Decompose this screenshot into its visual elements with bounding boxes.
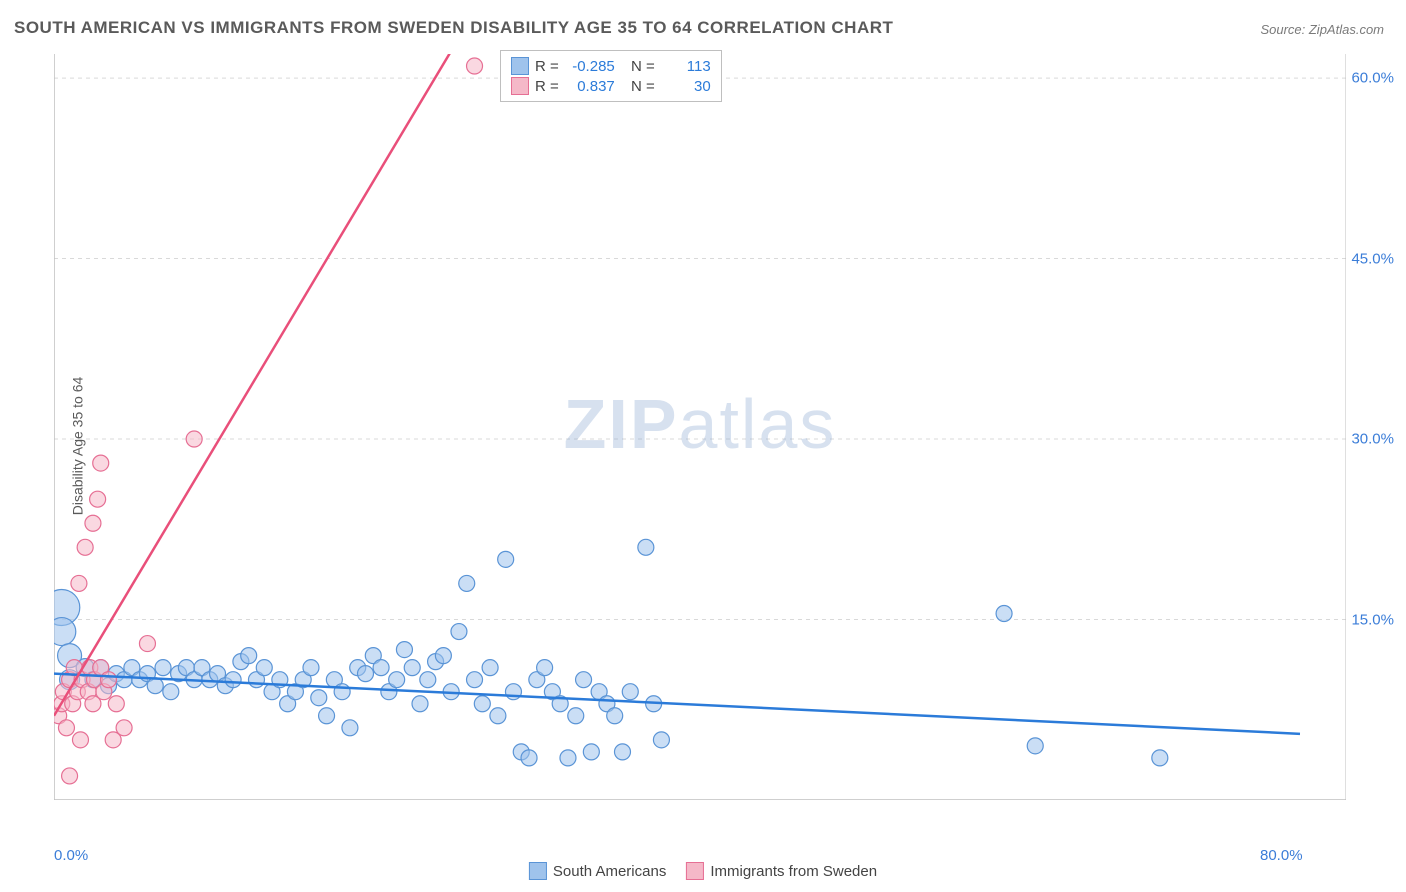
stats-n-value-1: 113 [661,58,711,75]
chart-container: SOUTH AMERICAN VS IMMIGRANTS FROM SWEDEN… [0,0,1406,892]
x-tick-label: 80.0% [1260,847,1303,864]
y-tick-label: 30.0% [1351,431,1394,448]
legend-label-series2: Immigrants from Sweden [710,863,877,880]
stats-n-label-2: N = [631,78,655,95]
stats-r-value-1: -0.285 [565,58,615,75]
stats-r-label-2: R = [535,78,559,95]
chart-title: SOUTH AMERICAN VS IMMIGRANTS FROM SWEDEN… [14,18,893,38]
stats-n-value-2: 30 [661,78,711,95]
stats-swatch-series2 [511,77,529,95]
stats-r-value-2: 0.837 [565,78,615,95]
stats-row-series2: R = 0.837 N = 30 [511,77,711,95]
plot-area: ZIPatlas [50,50,1350,830]
legend-item-series2: Immigrants from Sweden [686,862,877,880]
x-tick-label: 0.0% [54,847,88,864]
legend: South Americans Immigrants from Sweden [529,862,877,880]
y-tick-label: 15.0% [1351,611,1394,628]
y-tick-label: 60.0% [1351,70,1394,87]
legend-swatch-series1 [529,862,547,880]
legend-swatch-series2 [686,862,704,880]
stats-box: R = -0.285 N = 113 R = 0.837 N = 30 [500,50,722,102]
legend-label-series1: South Americans [553,863,666,880]
scatter-plot-svg [50,50,1350,830]
stats-r-label-1: R = [535,58,559,75]
stats-n-label-1: N = [631,58,655,75]
y-tick-label: 45.0% [1351,250,1394,267]
stats-swatch-series1 [511,57,529,75]
source-attribution: Source: ZipAtlas.com [1260,22,1384,37]
legend-item-series1: South Americans [529,862,666,880]
stats-row-series1: R = -0.285 N = 113 [511,57,711,75]
